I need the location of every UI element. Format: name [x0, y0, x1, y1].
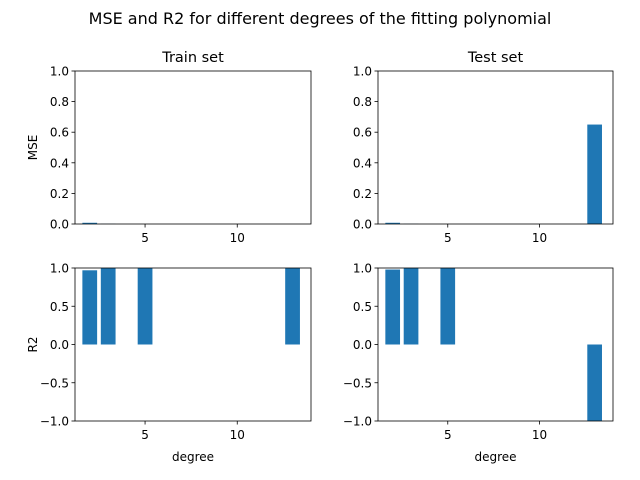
y-tick-label: 0.8 — [50, 95, 69, 109]
x-tick-label: 10 — [532, 428, 547, 442]
y-tick-label: 0.4 — [353, 156, 372, 170]
x-tick-label: 10 — [230, 428, 245, 442]
bar-series — [385, 268, 602, 421]
y-tick-label: −1.0 — [343, 415, 372, 429]
bar — [285, 268, 300, 345]
y-axis-label: MSE — [26, 135, 40, 161]
axes-frame — [74, 70, 312, 225]
bar-series — [82, 268, 300, 345]
y-tick-label: 0.0 — [50, 218, 69, 232]
y-tick-label: −0.5 — [40, 376, 69, 390]
subplot-3: −1.0 −0.5 0.0 0.5 1.0 5 10 R2 degree — [26, 262, 312, 464]
x-tick-label: 10 — [230, 231, 245, 245]
subplot-1: 0.0 0.2 0.4 0.6 0.8 1.0 5 10 Train set MSE — [26, 50, 312, 245]
y-tick-label: 0.4 — [50, 156, 69, 170]
bar-series — [385, 124, 602, 224]
subplot-4: −1.0 −0.5 0.0 0.5 1.0 5 10 degree — [343, 262, 614, 464]
subplot-2: 0.0 0.2 0.4 0.6 0.8 1.0 5 10 Test set — [353, 50, 614, 245]
y-tick-label: 0.2 — [353, 187, 372, 201]
x-tick-label: 5 — [444, 428, 452, 442]
y-tick-label: −1.0 — [40, 415, 69, 429]
y-tick-label: 0.5 — [50, 300, 69, 314]
y-tick-label: 0.8 — [353, 95, 372, 109]
x-tick-label: 10 — [532, 231, 547, 245]
y-tick-label: 0.0 — [353, 338, 372, 352]
bar — [440, 268, 456, 345]
bar — [100, 268, 116, 345]
y-tick-label: 1.0 — [353, 65, 372, 79]
x-tick-label: 5 — [141, 428, 149, 442]
x-axis-label: degree — [172, 450, 214, 464]
bar — [385, 222, 401, 224]
y-tick-label: 0.2 — [50, 187, 69, 201]
x-tick-label: 5 — [141, 231, 149, 245]
axes-frame — [377, 70, 614, 225]
y-axis-label: R2 — [26, 337, 40, 353]
y-tick-label: −0.5 — [343, 376, 372, 390]
bar — [82, 222, 98, 224]
figure-title: MSE and R2 for different degrees of the … — [89, 9, 552, 28]
subplot-title: Test set — [467, 50, 524, 66]
y-tick-label: 1.0 — [50, 65, 69, 79]
bar — [587, 124, 602, 224]
y-tick-label: 0.0 — [50, 338, 69, 352]
subplot-title: Train set — [161, 50, 224, 66]
x-tick-label: 5 — [444, 231, 452, 245]
y-tick-label: 0.6 — [353, 126, 372, 140]
bar — [385, 269, 401, 345]
y-tick-label: 0.5 — [353, 300, 372, 314]
y-tick-label: 0.6 — [50, 126, 69, 140]
x-axis-label: degree — [474, 450, 516, 464]
y-tick-label: 1.0 — [353, 262, 372, 276]
y-tick-label: 0.0 — [353, 218, 372, 232]
bar — [403, 268, 419, 345]
bar — [137, 268, 153, 345]
bar — [587, 344, 602, 421]
bar — [82, 270, 98, 345]
y-tick-label: 1.0 — [50, 262, 69, 276]
